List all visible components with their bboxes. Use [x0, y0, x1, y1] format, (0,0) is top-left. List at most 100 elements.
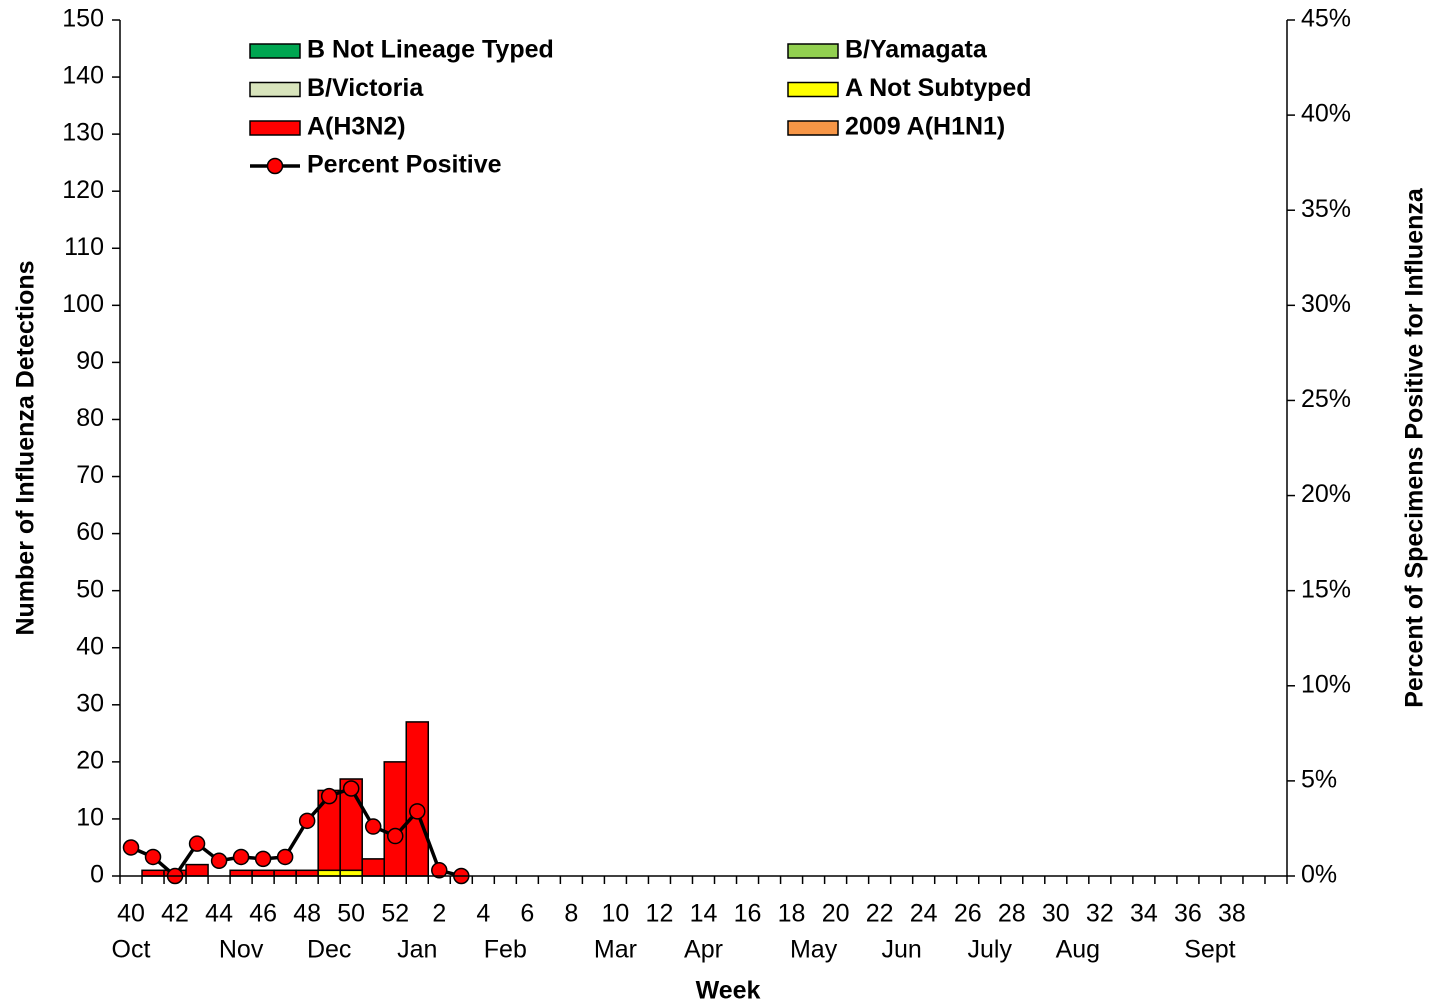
y2-tick-label: 0%: [1301, 861, 1337, 889]
x-tick-label: 34: [1130, 900, 1158, 928]
legend-label: B Not Lineage Typed: [307, 36, 554, 64]
x-tick-label: 26: [954, 900, 982, 928]
x-tick-label: 22: [866, 900, 894, 928]
line-marker: [232, 848, 250, 866]
line-marker: [188, 835, 206, 852]
x-tick-label: 10: [602, 900, 630, 928]
y2-tick-label: 45%: [1301, 5, 1351, 33]
x-tick-label: 14: [690, 900, 718, 928]
y2-tick-label: 20%: [1301, 480, 1351, 508]
line-marker: [342, 780, 360, 797]
month-label: Aug: [1056, 936, 1100, 964]
line-marker: [320, 787, 338, 805]
y-tick-label: 20: [76, 746, 104, 774]
y2-tick-label: 10%: [1301, 670, 1351, 698]
x-tick-label: 52: [381, 900, 409, 928]
bar: [361, 858, 385, 877]
x-tick-label: 38: [1218, 900, 1246, 928]
x-tick-label: 8: [564, 900, 578, 928]
legend-swatch: [249, 81, 301, 98]
y-tick-label: 0: [90, 861, 104, 889]
month-label: Jun: [882, 936, 922, 964]
line-marker: [386, 827, 404, 845]
bar: [229, 869, 253, 877]
y2-tick-label: 35%: [1301, 195, 1351, 223]
x-tick-label: 50: [337, 900, 365, 928]
legend-label: A Not Subtyped: [845, 74, 1032, 102]
x-axis-title: Week: [696, 977, 761, 1005]
x-tick-label: 40: [117, 900, 145, 928]
y2-axis-title: Percent of Specimens Positive for Influe…: [1401, 187, 1429, 708]
line-marker: [254, 850, 272, 868]
legend-label: 2009 A(H1N1): [845, 113, 1005, 141]
y-tick-label: 140: [62, 62, 104, 90]
y-tick-label: 60: [76, 518, 104, 546]
x-tick-label: 44: [205, 900, 233, 928]
line-marker: [431, 862, 448, 879]
bar: [141, 869, 165, 877]
legend-swatch: [787, 81, 839, 98]
y-tick-label: 150: [62, 5, 104, 33]
line-marker: [210, 852, 228, 870]
line-marker: [122, 839, 140, 856]
legend-label: B/Yamagata: [845, 36, 988, 64]
y-tick-label: 130: [62, 119, 104, 147]
month-label: Dec: [307, 936, 351, 964]
bar: [273, 869, 297, 877]
legend-marker: [266, 157, 284, 175]
x-tick-label: 18: [778, 900, 806, 928]
bar: [295, 869, 319, 877]
y-tick-label: 120: [62, 176, 104, 204]
y-axis-title: Number of Influenza Detections: [12, 260, 40, 635]
y-tick-label: 100: [62, 290, 104, 318]
bar: [339, 778, 363, 872]
x-tick-label: 48: [293, 900, 321, 928]
legend-swatch: [787, 120, 839, 136]
y2-tick-label: 40%: [1301, 100, 1351, 128]
x-tick-label: 16: [734, 900, 762, 928]
line-marker: [276, 848, 294, 866]
x-tick-label: 24: [910, 900, 938, 928]
bar: [405, 721, 430, 877]
month-label: Sept: [1184, 936, 1235, 964]
x-tick-label: 6: [520, 900, 534, 928]
month-label: Apr: [684, 936, 723, 964]
bar: [383, 761, 407, 877]
x-tick-label: 2: [432, 900, 446, 928]
y2-tick-label: 5%: [1301, 765, 1337, 793]
legend-label: Percent Positive: [307, 151, 502, 179]
line-marker: [298, 812, 316, 830]
x-tick-label: 46: [249, 900, 277, 928]
x-tick-label: 28: [998, 900, 1026, 928]
legend-swatch: [249, 120, 301, 136]
y-tick-label: 80: [76, 404, 104, 432]
line-marker: [364, 818, 382, 835]
y-tick-label: 70: [76, 461, 104, 489]
month-label: May: [790, 936, 838, 964]
x-tick-label: 12: [646, 900, 674, 928]
x-tick-label: 36: [1174, 900, 1202, 928]
x-tick-label: 20: [822, 900, 850, 928]
legend-swatch: [249, 43, 301, 59]
legend-label: B/Victoria: [307, 74, 424, 102]
legend-label: A(H3N2): [307, 113, 406, 141]
bar: [185, 863, 209, 877]
month-label: Jan: [397, 936, 437, 964]
line-marker: [409, 803, 426, 820]
y-tick-label: 40: [76, 632, 104, 660]
y2-tick-label: 30%: [1301, 290, 1351, 318]
legend-swatch: [787, 43, 839, 59]
line: [130, 786, 462, 879]
month-label: Feb: [484, 936, 527, 964]
x-tick-label: 42: [161, 900, 189, 928]
month-label: Mar: [594, 936, 637, 964]
y-tick-label: 50: [76, 575, 104, 603]
y2-tick-label: 25%: [1301, 385, 1351, 413]
bar: [251, 869, 275, 877]
y-tick-label: 110: [64, 233, 104, 261]
month-label: Oct: [112, 936, 151, 964]
y-tick-label: 30: [76, 689, 104, 717]
x-tick-label: 4: [476, 900, 490, 928]
x-tick-label: 32: [1086, 900, 1114, 928]
